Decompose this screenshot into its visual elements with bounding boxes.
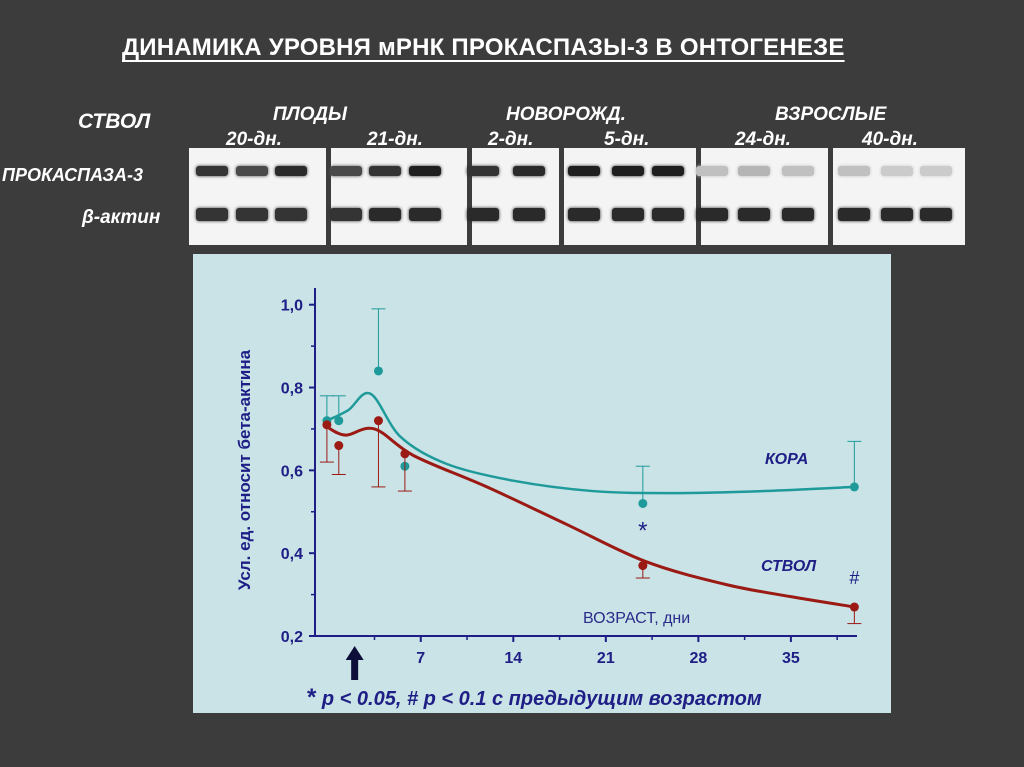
procaspase-band [652, 166, 684, 176]
group-label-adult: ВЗРОСЛЫЕ [775, 104, 886, 126]
x-tick-label: 35 [782, 650, 800, 667]
series-line-kora [327, 393, 854, 493]
procaspase-band [330, 166, 362, 176]
actin-band [568, 208, 600, 221]
actin-band [738, 208, 770, 221]
procaspase-band [738, 166, 770, 176]
x-tick-label: 28 [689, 650, 707, 667]
data-point [850, 603, 859, 612]
x-tick-label: 21 [597, 650, 615, 667]
procaspase-band [409, 166, 441, 176]
blot-divider [559, 148, 564, 245]
actin-band [612, 208, 644, 221]
x-tick-label: 14 [504, 650, 522, 667]
actin-band [196, 208, 228, 221]
procaspase-band [838, 166, 870, 176]
procaspase-band [467, 166, 499, 176]
data-point [638, 561, 647, 570]
data-point [638, 499, 647, 508]
procaspase-band [612, 166, 644, 176]
y-tick-label: 0,6 [281, 463, 303, 480]
procaspase-band [369, 166, 401, 176]
procaspase-band [696, 166, 728, 176]
y-tick-label: 0,8 [281, 381, 303, 398]
data-point [334, 416, 343, 425]
significance-marker: * [638, 518, 647, 545]
tissue-label: СТВОЛ [78, 110, 150, 134]
blot-divider [326, 148, 331, 245]
group-label-fetus: ПЛОДЫ [273, 104, 347, 126]
procaspase-band [513, 166, 545, 176]
actin-band [652, 208, 684, 221]
chart-panel: 0,2 0,4 0,6 0,8 1,0 7 14 21 28 35 Усл. ед. относит… [193, 254, 891, 713]
group-label-newborn: НОВОРОЖД. [506, 104, 626, 126]
significance-footnote: * p < 0.05, # p < 0.1 с предыдущим возра… [307, 684, 762, 712]
slide-title: ДИНАМИКА УРОВНЯ мРНК ПРОКАСПАЗЫ-3 В ОНТО… [122, 34, 845, 62]
blot-divider [467, 148, 472, 245]
actin-band [920, 208, 952, 221]
data-point [374, 416, 383, 425]
actin-band [838, 208, 870, 221]
procaspase-band [275, 166, 307, 176]
x-axis-label: ВОЗРАСТ, дни [583, 610, 690, 627]
actin-band [369, 208, 401, 221]
data-point [374, 366, 383, 375]
procaspase-band [920, 166, 952, 176]
actin-band [467, 208, 499, 221]
significance-marker: # [849, 568, 859, 588]
actin-band [409, 208, 441, 221]
actin-band [513, 208, 545, 221]
footnote-text: p < 0.05, # p < 0.1 с предыдущим возраст… [316, 688, 761, 710]
x-tick-label: 7 [416, 650, 425, 667]
y-tick-label: 0,2 [281, 629, 303, 646]
row-label-procaspase: ПРОКАСПАЗА-3 [2, 165, 143, 186]
y-tick-label: 1,0 [281, 298, 303, 315]
procaspase-band [236, 166, 268, 176]
data-point [400, 449, 409, 458]
actin-band [782, 208, 814, 221]
actin-band [236, 208, 268, 221]
actin-band [275, 208, 307, 221]
y-axis-label: Усл. ед. относит бета-актина [235, 349, 254, 590]
procaspase-band [782, 166, 814, 176]
actin-band [330, 208, 362, 221]
footnote-star: * [307, 684, 316, 711]
row-label-actin: β-актин [82, 207, 160, 229]
gel-blot-image [189, 148, 965, 245]
data-point [334, 441, 343, 450]
y-tick-label: 0,4 [281, 546, 303, 563]
blot-divider [828, 148, 833, 245]
procaspase-band [568, 166, 600, 176]
actin-band [696, 208, 728, 221]
blot-divider [696, 148, 701, 245]
series-label-kora: КОРА [765, 451, 808, 468]
procaspase-band [881, 166, 913, 176]
data-point [322, 420, 331, 429]
up-arrow-icon [346, 646, 364, 680]
data-point [850, 482, 859, 491]
line-chart: 0,2 0,4 0,6 0,8 1,0 7 14 21 28 35 Усл. ед. относит… [193, 254, 891, 713]
actin-band [881, 208, 913, 221]
series-label-stvol: СТВОЛ [761, 558, 817, 575]
procaspase-band [196, 166, 228, 176]
